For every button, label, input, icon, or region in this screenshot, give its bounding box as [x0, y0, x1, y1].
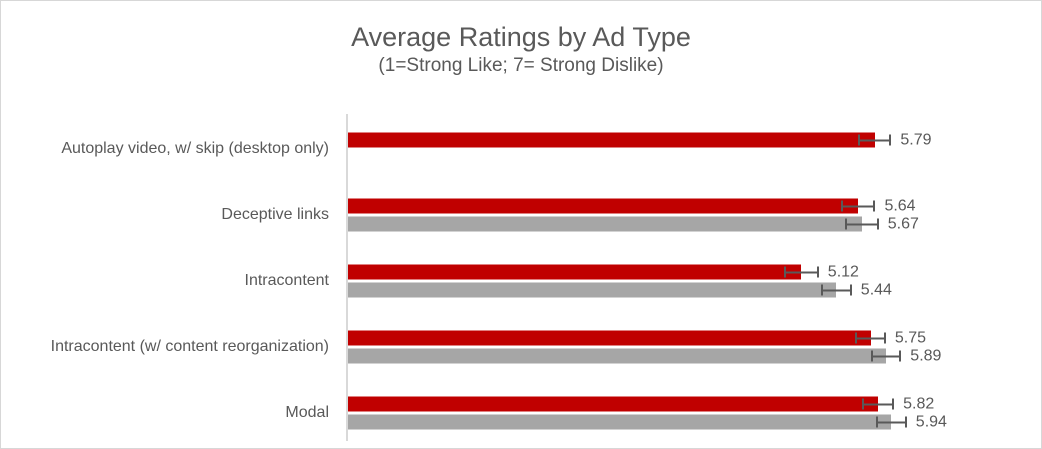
bar-slot: 5.89 [348, 347, 1033, 364]
bar-red [348, 198, 859, 214]
chart-title: Average Ratings by Ad Type [351, 22, 691, 52]
bar-group: 5.12 5.44 [348, 263, 1033, 298]
bar-group: 5.64 5.67 [348, 197, 1033, 232]
bar-red [348, 132, 875, 148]
bar-red [348, 264, 802, 280]
category-axis-line [346, 114, 348, 441]
value-label: 5.82 [903, 395, 935, 412]
chart-row: Intracontent 5.12 5.44 [1, 248, 1041, 314]
chart-row: Modal 5.82 5.94 [1, 380, 1041, 446]
plot-area: Autoplay video, w/ skip (desktop only) 5.… [1, 114, 1041, 446]
value-label: 5.67 [887, 215, 919, 232]
error-bar [862, 398, 895, 410]
bar-gray [348, 216, 862, 232]
chart-subtitle: (1=Strong Like; 7= Strong Dislike) [378, 55, 664, 76]
category-label: Deceptive links [221, 205, 329, 223]
bar-slot: 5.64 [348, 197, 1033, 214]
bar-gray [348, 282, 837, 298]
category-label: Modal [285, 403, 329, 421]
bar-slot: 5.67 [348, 215, 1033, 232]
value-label: 5.44 [860, 281, 892, 298]
bar-gray [348, 414, 892, 430]
bar-slot: 5.12 [348, 263, 1033, 280]
category-label: Intracontent [244, 271, 330, 289]
value-label: 5.75 [894, 329, 927, 346]
chart-row: Intracontent (w/ content reorganization)… [1, 314, 1041, 380]
bar-gray [348, 348, 886, 364]
category-label: Autoplay video, w/ skip (desktop only) [61, 139, 329, 157]
error-bar [858, 134, 892, 146]
chart-title-block: Average Ratings by Ad Type (1=Strong Lik… [1, 21, 1041, 78]
bar-red [348, 396, 879, 412]
chart-row: Deceptive links 5.64 5.67 [1, 182, 1041, 248]
bar-slot: 5.75 [348, 329, 1033, 346]
bar-slot [348, 151, 1033, 166]
bar-slot: 5.82 [348, 395, 1033, 412]
bar-red [348, 330, 871, 346]
bar-group: 5.82 5.94 [348, 395, 1033, 430]
error-bar [870, 350, 902, 362]
value-label: 5.12 [827, 263, 859, 280]
error-bar [783, 266, 819, 278]
chart-rows: Autoplay video, w/ skip (desktop only) 5.… [1, 116, 1041, 446]
category-label: Intracontent (w/ content reorganization) [50, 337, 329, 355]
value-label: 5.94 [915, 413, 947, 430]
error-bar [855, 332, 886, 344]
value-label: 5.64 [884, 197, 916, 214]
error-bar [844, 218, 879, 230]
bar-group: 5.75 5.89 [348, 329, 1033, 364]
error-bar [841, 200, 876, 212]
value-label: 5.79 [900, 131, 932, 148]
bar-slot: 5.94 [348, 413, 1033, 430]
bar-slot: 5.79 [348, 131, 1033, 148]
error-bar [821, 284, 852, 296]
error-bar [876, 416, 907, 428]
bar-group: 5.79 [348, 131, 1033, 166]
chart-row: Autoplay video, w/ skip (desktop only) 5.… [1, 116, 1041, 182]
value-label: 5.89 [910, 347, 942, 364]
bar-slot: 5.44 [348, 281, 1033, 298]
